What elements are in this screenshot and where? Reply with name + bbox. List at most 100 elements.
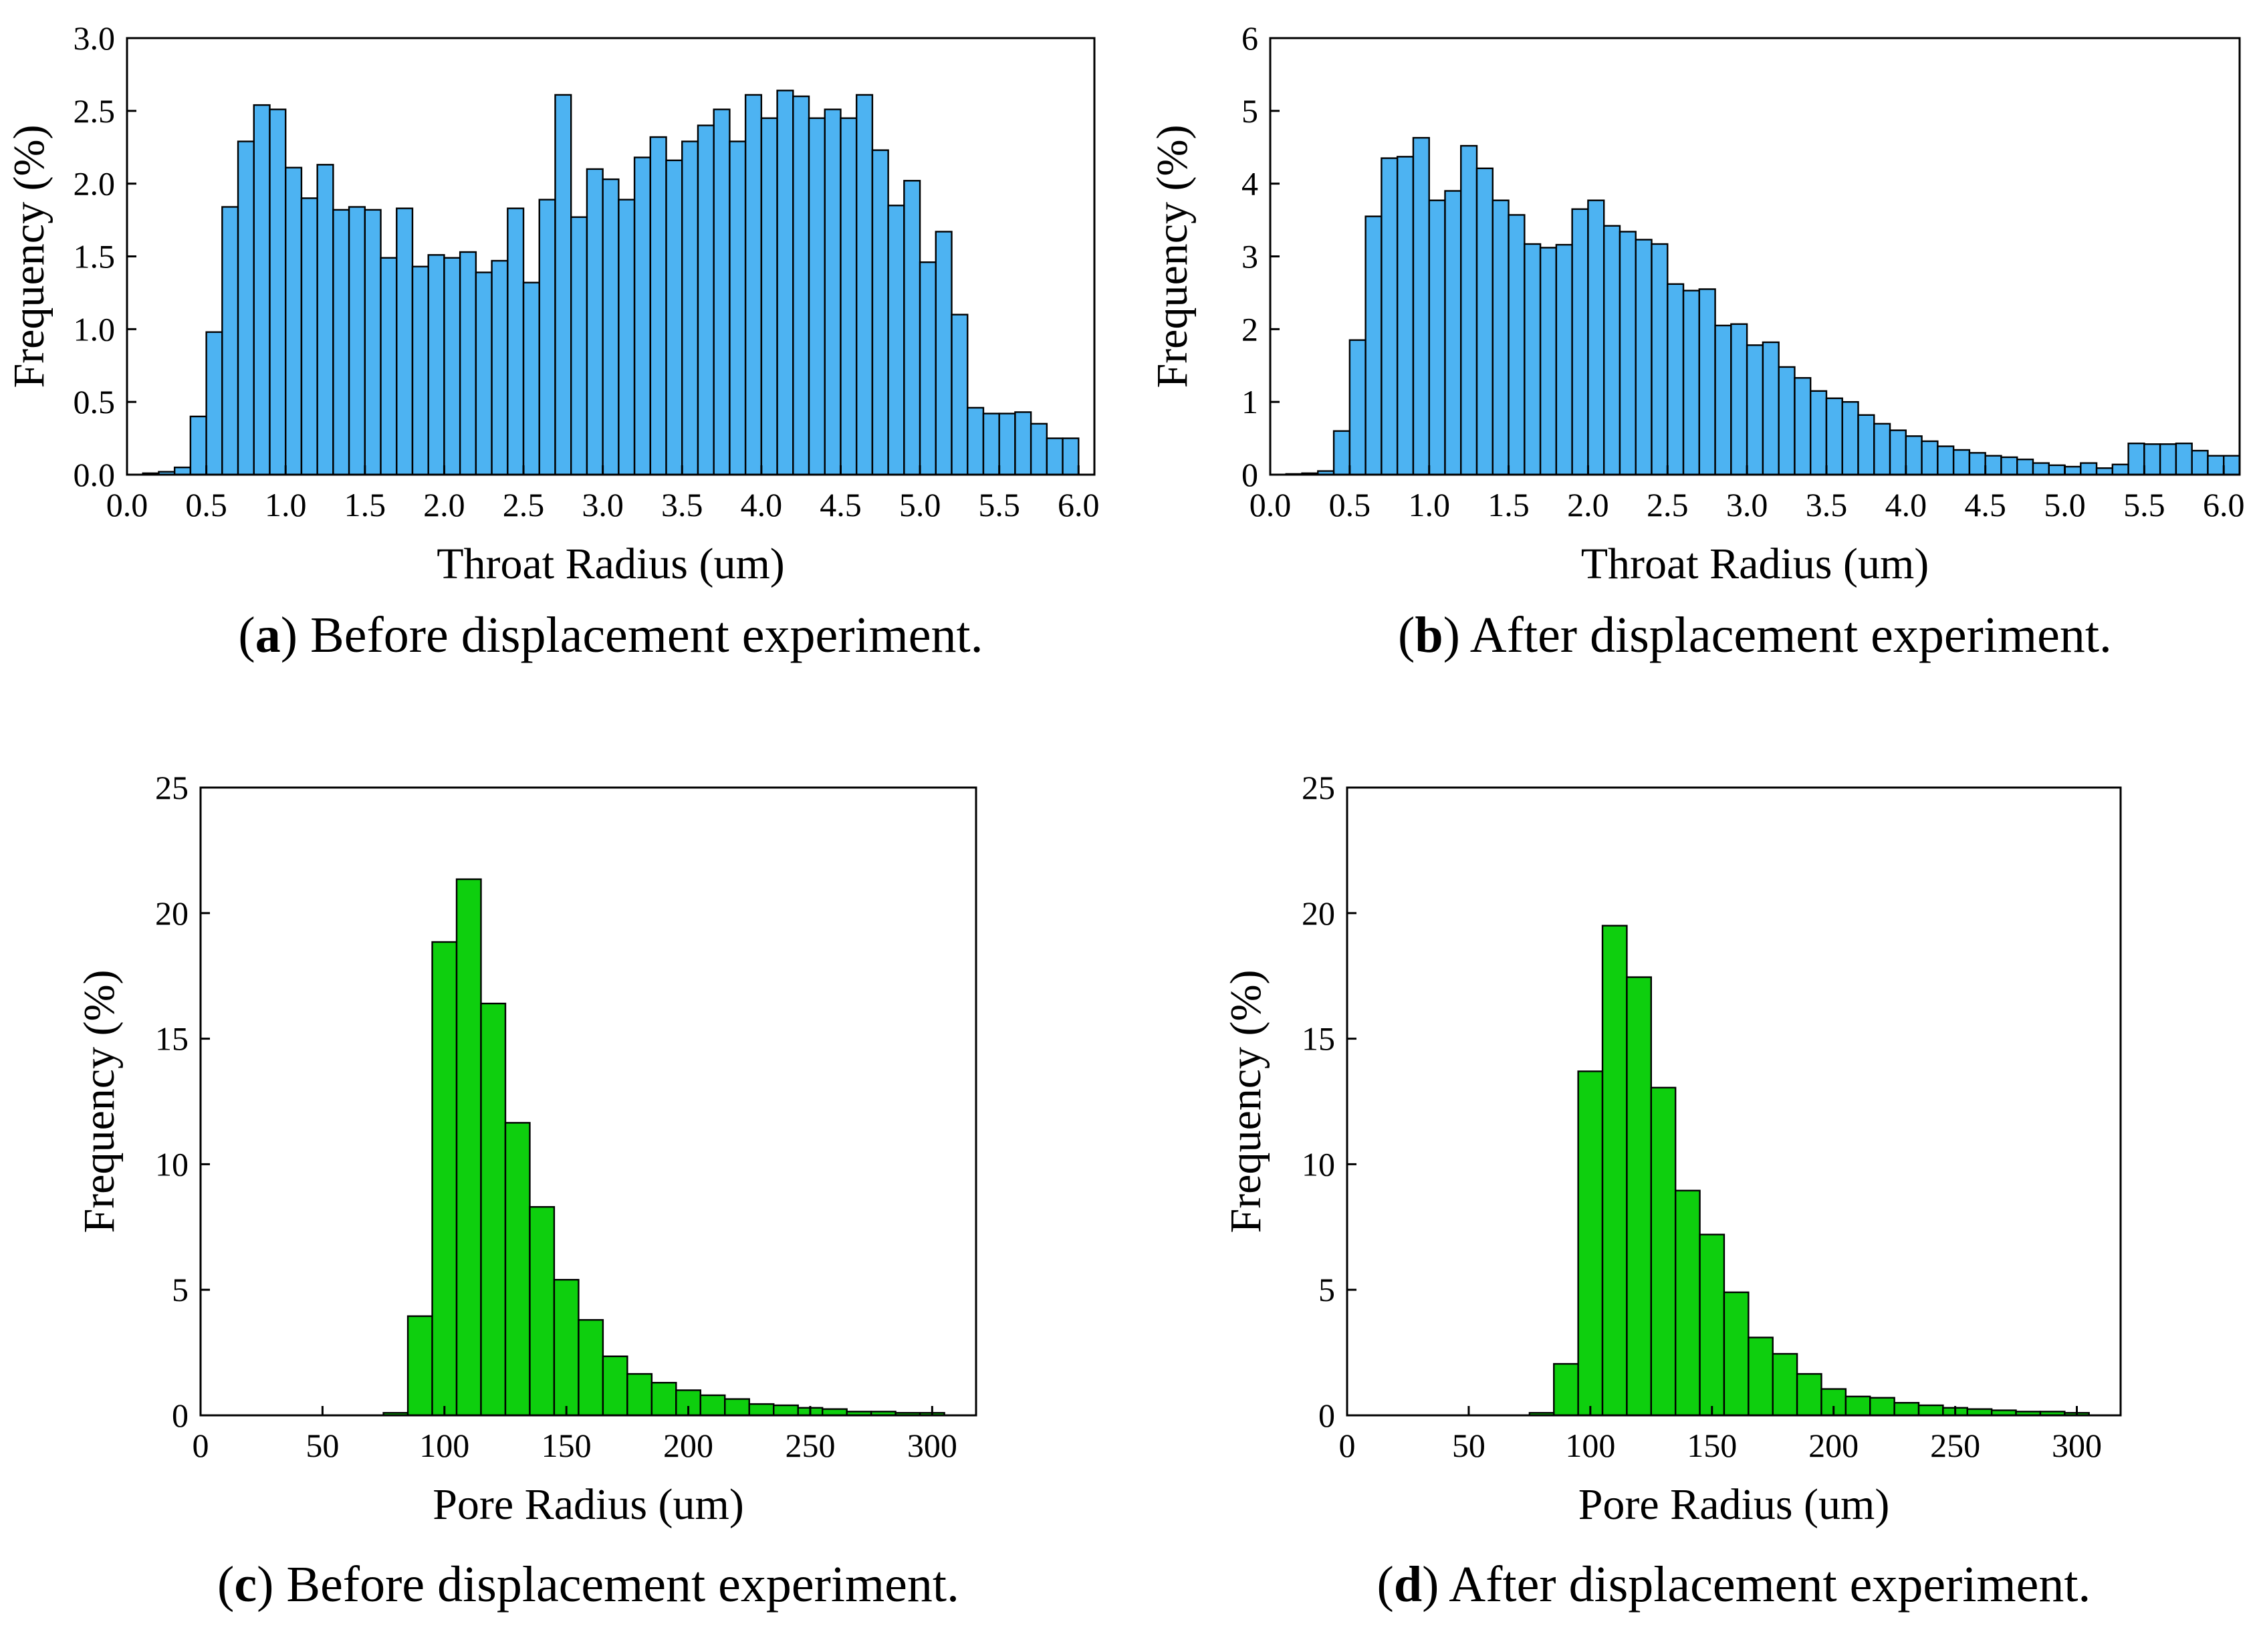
x-tick-label: 6.0 [2203,486,2245,523]
bar [1778,366,1796,476]
caption-open-paren: ( [1398,607,1415,663]
bar [1794,377,1812,476]
bar [1984,455,2002,476]
caption-text: After displacement experiment. [1449,1556,2091,1613]
x-axis-label: Throat Radius (um) [1581,540,1929,588]
x-tick-label: 50 [306,1427,339,1464]
bar [1762,341,1780,476]
y-tick-label: 25 [1302,769,1335,806]
bar [951,314,969,476]
bar [871,149,889,476]
x-tick-label: 0.0 [106,486,148,523]
bar [903,180,921,476]
bar [1698,288,1716,476]
y-tick-label: 0.5 [74,383,116,421]
y-tick-label: 20 [155,895,189,932]
x-tick-label: 200 [663,1427,713,1464]
bar [1508,214,1526,476]
bar [2080,462,2098,476]
bars-d [1528,925,2090,1417]
bar [1030,423,1048,476]
bars-c [382,878,945,1417]
bar [840,117,858,476]
caption-text: After displacement experiment. [1470,607,2112,663]
x-tick-label: 4.0 [741,486,783,523]
bar [269,108,287,476]
bar [411,265,429,476]
bar [855,94,874,476]
y-tick-label: 5 [1318,1271,1335,1308]
x-tick-label: 0 [193,1427,209,1464]
bar [2191,449,2209,476]
bar [935,231,953,476]
y-tick-label: 2 [1241,310,1258,348]
bar [1857,414,1875,476]
bar [443,257,461,476]
bar [808,117,826,476]
bar [1748,1336,1774,1417]
bar [887,205,905,476]
bar [760,117,778,476]
bar [2048,464,2066,476]
bar [1651,243,1669,476]
x-tick-label: 1.5 [1488,486,1530,523]
caption-open-paren: ( [1377,1556,1394,1613]
y-tick-label: 1.0 [74,310,116,348]
x-tick-label: 5.0 [899,486,941,523]
y-tick-label: 3.0 [74,19,116,57]
caption-close-paren: ) [1443,607,1470,663]
bar [1674,1189,1701,1417]
bar [633,156,652,476]
bar [1772,1352,1798,1417]
bar [773,1404,799,1417]
caption-letter: a [255,607,281,663]
bar [1014,411,1032,476]
bar [618,199,636,476]
bar [1046,437,1064,476]
x-axis-label: Pore Radius (um) [433,1480,744,1529]
bar [2223,455,2241,476]
bar [1428,199,1446,476]
y-tick-label: 4 [1241,165,1258,203]
y-axis-label: Frequency (%) [1221,969,1270,1233]
plot-frame-d [1346,786,2122,1417]
bar [1577,1070,1604,1417]
x-tick-label: 0.0 [1250,486,1292,523]
caption-letter: b [1415,607,1443,663]
bar [2159,443,2177,476]
bar [480,1002,507,1417]
bar [221,206,239,476]
bar [491,259,509,476]
bar [2207,455,2225,476]
bars-b [1285,136,2241,476]
bar [1869,1397,1895,1417]
panel-caption: (d) After displacement experiment. [1377,1556,2091,1613]
bar [570,216,588,476]
bar [538,199,556,476]
bar [1650,1086,1677,1417]
caption-text: Before displacement experiment. [310,607,983,663]
bar [1492,199,1510,476]
y-tick-label: 0 [1318,1397,1335,1434]
bar [1524,243,1542,476]
bar [1553,1363,1579,1417]
bar [1844,1395,1871,1417]
bar [1746,344,1764,476]
bar [982,412,1000,476]
x-tick-label: 2.0 [1567,486,1609,523]
y-tick-label: 1.5 [74,238,116,275]
bar [189,415,207,476]
bar [650,1381,677,1417]
bar [459,251,477,476]
bar [1889,429,1907,476]
x-tick-label: 3.5 [1806,486,1848,523]
bar [1714,324,1732,476]
y-tick-label: 10 [1302,1145,1335,1183]
bar [1796,1373,1822,1417]
bar [300,197,318,476]
bar [1412,136,1430,476]
x-axis-label: Pore Radius (um) [1578,1480,1890,1529]
bar [431,941,458,1417]
bar [2143,443,2161,476]
